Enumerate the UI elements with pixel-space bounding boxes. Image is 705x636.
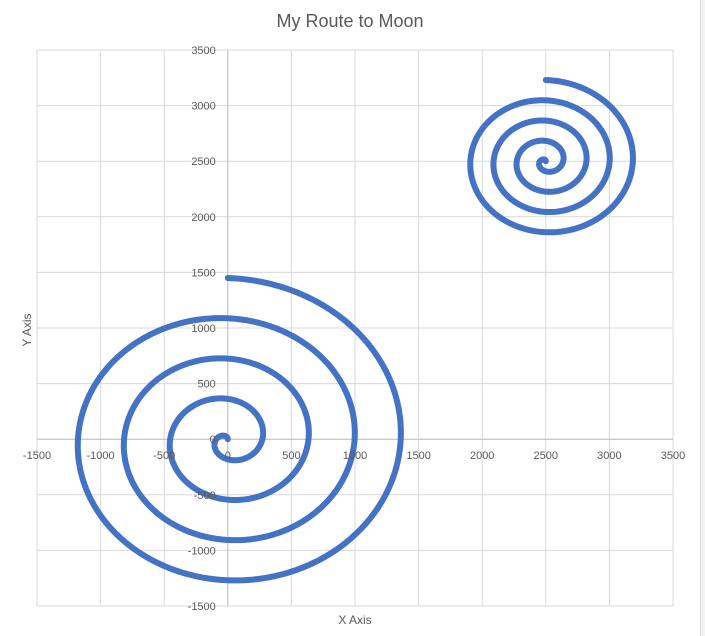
y-tick-label: 1000 bbox=[191, 323, 215, 335]
gridlines bbox=[36, 49, 674, 607]
spiral-series-moon bbox=[467, 77, 636, 236]
y-tick-label: -1000 bbox=[188, 545, 216, 557]
x-tick-label: 0 bbox=[225, 450, 231, 462]
x-tick-label: 1000 bbox=[343, 450, 367, 462]
tick-labels: -1500 -1000 -500 0 500 1000 1500 2000 2500 3000 35… bbox=[23, 45, 685, 613]
spiral-series-earth bbox=[74, 274, 404, 584]
x-tick-label: -1000 bbox=[87, 450, 115, 462]
y-tick-label: -500 bbox=[194, 490, 216, 502]
y-tick-label: -1500 bbox=[188, 601, 216, 613]
x-tick-label: 500 bbox=[282, 450, 300, 462]
y-tick-label: 500 bbox=[197, 379, 215, 391]
x-tick-label: 3000 bbox=[597, 450, 621, 462]
y-tick-label: 1500 bbox=[191, 267, 215, 279]
x-axis-title: X Axis bbox=[338, 613, 371, 627]
y-tick-label: 0 bbox=[210, 434, 216, 446]
y-tick-label: 3000 bbox=[191, 101, 215, 113]
sheet-edge bbox=[700, 0, 705, 636]
y-tick-label: 2000 bbox=[191, 212, 215, 224]
y-axis-title: Y Axis bbox=[20, 313, 34, 346]
x-tick-label: 2000 bbox=[470, 450, 494, 462]
x-tick-label: -500 bbox=[153, 450, 175, 462]
x-tick-label: 1500 bbox=[406, 450, 430, 462]
y-tick-label: 3500 bbox=[191, 45, 215, 57]
y-tick-label: 2500 bbox=[191, 156, 215, 168]
series-layer bbox=[74, 77, 636, 584]
chart-title: My Route to Moon bbox=[276, 11, 423, 31]
x-tick-label: -1500 bbox=[23, 450, 51, 462]
x-tick-label: 2500 bbox=[534, 450, 558, 462]
x-tick-label: 3500 bbox=[661, 450, 685, 462]
